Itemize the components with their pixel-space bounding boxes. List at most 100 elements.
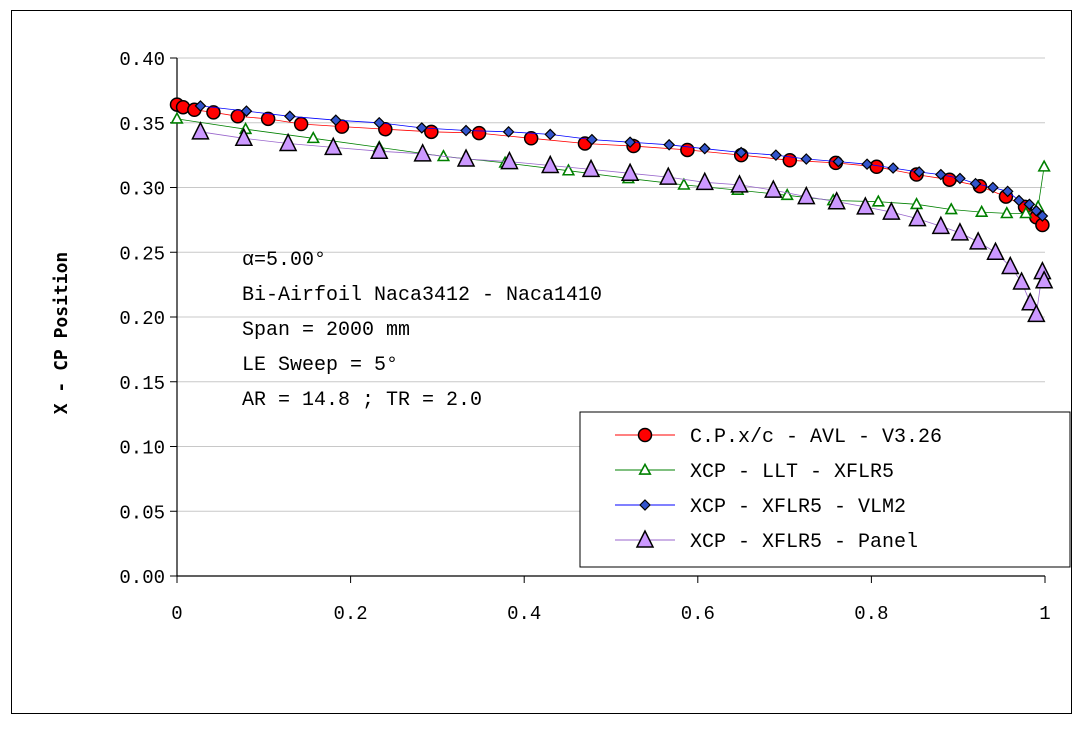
data-point xyxy=(934,168,947,181)
data-point xyxy=(1027,303,1046,323)
y-tick-label: 0.30 xyxy=(119,179,165,201)
data-point xyxy=(1013,194,1025,207)
data-point xyxy=(986,241,1005,260)
legend-entry: XCP - XFLR5 - VLM2 xyxy=(615,496,906,519)
data-point xyxy=(698,142,711,155)
data-point xyxy=(1036,210,1049,222)
data-point xyxy=(544,128,557,141)
chart-canvas: 0.00 0.05 0.10 0.15 0.20 0.25 0.30 0.35 0.40 0 0.… xyxy=(51,49,1071,625)
y-tick-label: 0.00 xyxy=(119,567,165,589)
y-tick-label: 0.05 xyxy=(119,502,165,524)
data-point xyxy=(240,105,253,117)
data-point xyxy=(954,172,966,185)
data-point xyxy=(329,114,342,127)
y-tick-labels: 0.00 0.05 0.10 0.15 0.20 0.25 0.30 0.35 0.40 xyxy=(119,49,165,589)
data-point xyxy=(206,105,221,120)
x-tick-label: 1 xyxy=(1039,603,1050,625)
legend-marker xyxy=(638,462,652,475)
data-point xyxy=(987,181,999,194)
data-point xyxy=(460,124,472,137)
data-point xyxy=(1034,270,1054,289)
axes xyxy=(170,57,1046,583)
annotation-line: Bi-Airfoil Naca3412 - Naca1410 xyxy=(242,284,602,307)
x-tick-label: 0.6 xyxy=(681,603,715,625)
data-point xyxy=(278,132,298,152)
data-point xyxy=(1030,204,1043,217)
data-point xyxy=(944,202,958,215)
data-point xyxy=(764,179,783,198)
data-point xyxy=(170,111,184,124)
x-tick-label: 0.2 xyxy=(333,603,367,625)
data-point xyxy=(887,162,899,174)
data-point xyxy=(677,177,691,190)
data-point xyxy=(856,196,875,215)
series-group xyxy=(169,97,1054,323)
data-point xyxy=(680,142,695,158)
data-point xyxy=(1019,206,1033,219)
y-tick-label: 0.25 xyxy=(119,243,165,265)
annotation-line: AR = 14.8 ; TR = 2.0 xyxy=(242,389,482,412)
legend-entry: C.P.x/c - AVL - V3.26 xyxy=(615,426,942,449)
data-point xyxy=(624,136,636,149)
legend-box xyxy=(579,411,1071,568)
data-point xyxy=(659,166,678,185)
data-point xyxy=(1021,292,1040,311)
data-point xyxy=(378,121,393,137)
data-point xyxy=(735,146,748,159)
x-tick-label: 0 xyxy=(171,603,182,625)
data-point xyxy=(1000,206,1014,219)
data-point xyxy=(283,110,296,123)
data-point xyxy=(909,197,924,210)
data-point xyxy=(969,177,982,190)
data-point xyxy=(541,154,560,174)
legend-label: C.P.x/c - AVL - V3.26 xyxy=(690,426,942,449)
data-point xyxy=(797,185,816,205)
annotation-line: α=5.00° xyxy=(242,249,326,272)
data-point xyxy=(931,215,951,235)
data-point xyxy=(620,162,640,182)
data-point xyxy=(471,125,487,141)
legend-label: XCP - LLT - XFLR5 xyxy=(690,461,894,484)
annotation-line: Span = 2000 mm xyxy=(242,319,410,342)
data-point xyxy=(586,133,598,146)
legend-label: XCP - XFLR5 - VLM2 xyxy=(690,496,906,519)
data-point xyxy=(293,116,309,132)
data-point xyxy=(882,201,901,220)
data-point xyxy=(663,138,676,151)
legend-entry: XCP - XFLR5 - Panel xyxy=(615,529,918,554)
data-point xyxy=(832,155,845,168)
data-point xyxy=(1001,185,1014,198)
data-point xyxy=(260,111,276,127)
data-point xyxy=(415,122,428,134)
data-point xyxy=(370,140,389,159)
data-point xyxy=(373,116,386,129)
y-tick-label: 0.10 xyxy=(119,438,165,460)
data-point xyxy=(950,222,970,241)
y-tick-label: 0.35 xyxy=(119,114,165,136)
data-point xyxy=(334,119,350,134)
series-4 xyxy=(191,121,1054,323)
data-point xyxy=(730,174,749,193)
legend-marker xyxy=(635,529,655,548)
data-point xyxy=(1012,271,1031,290)
y-tick-label: 0.20 xyxy=(119,308,165,330)
x-tick-label: 0.8 xyxy=(854,603,888,625)
data-point xyxy=(871,194,885,207)
data-point xyxy=(502,125,515,138)
data-point xyxy=(1001,255,1020,275)
data-point xyxy=(1023,198,1036,211)
data-point xyxy=(913,166,925,178)
data-point xyxy=(500,150,519,170)
data-point xyxy=(782,153,798,168)
data-point xyxy=(968,231,988,250)
data-point xyxy=(191,121,210,140)
y-axis-label: X - CP Position xyxy=(51,252,72,415)
y-tick-label: 0.15 xyxy=(119,373,165,395)
annotation-block: α=5.00° Bi-Airfoil Naca3412 - Naca1410 Spa… xyxy=(242,249,602,412)
data-point xyxy=(234,127,254,147)
gridlines xyxy=(177,57,1045,512)
x-tick-label: 0.4 xyxy=(507,603,541,625)
data-point xyxy=(780,187,794,201)
chart-frame: 0.00 0.05 0.10 0.15 0.20 0.25 0.30 0.35 0.40 0 0.… xyxy=(11,10,1072,714)
series-line xyxy=(176,118,1045,214)
